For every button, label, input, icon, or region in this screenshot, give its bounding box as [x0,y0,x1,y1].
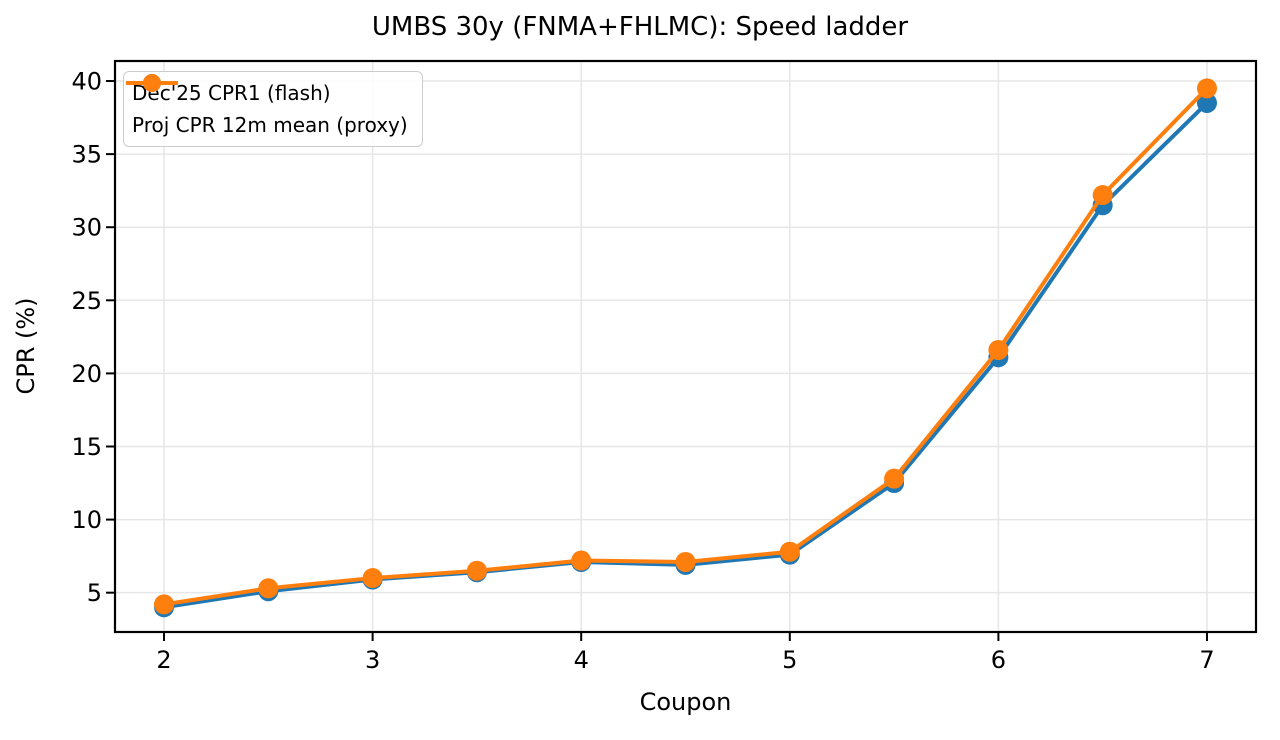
data-point-series1-x3 [362,568,383,589]
data-point-series1-x4 [571,550,592,571]
data-point-series1-x6 [988,340,1009,361]
series-line-1 [162,86,1209,607]
x-tick-label: 3 [365,646,380,674]
legend: Dec'25 CPR1 (flash) Proj CPR 12m mean (p… [123,71,423,147]
y-tick-label: 15 [71,433,102,461]
x-tick-label: 7 [1199,646,1214,674]
data-point-series1-x2 [154,594,175,615]
y-tick-label: 40 [71,68,102,96]
data-point-series1-x4.5 [675,551,696,572]
x-tick-label: 2 [156,646,171,674]
data-point-series1-x7 [1196,78,1217,99]
data-point-series1-x6.5 [1092,185,1113,206]
x-tick-label: 6 [991,646,1006,674]
series-line-0 [162,100,1209,610]
legend-line-marker-icon [126,74,178,92]
data-point-series0-x7 [1196,92,1217,113]
data-point-series1-x5 [779,541,800,562]
y-tick-label: 5 [87,579,102,607]
x-axis-label: Coupon [639,688,732,716]
y-tick-label: 30 [71,214,102,242]
y-tick-label: 10 [71,506,102,534]
y-tick-label: 20 [71,360,102,388]
chart-title: UMBS 30y (FNMA+FHLMC): Speed ladder [371,12,909,42]
data-point-series1-x5.5 [884,468,905,489]
plot-border [113,59,1258,634]
y-tick-label: 35 [71,141,102,169]
legend-label: Proj CPR 12m mean (proxy) [132,113,408,137]
x-tick-label: 4 [574,646,589,674]
y-axis-label: CPR (%) [12,297,40,395]
legend-item-proj-cpr: Proj CPR 12m mean (proxy) [126,74,408,140]
y-tick-label: 25 [71,287,102,315]
data-point-series1-x3.5 [466,560,487,581]
data-point-series1-x2.5 [258,578,279,599]
x-tick-label: 5 [782,646,797,674]
